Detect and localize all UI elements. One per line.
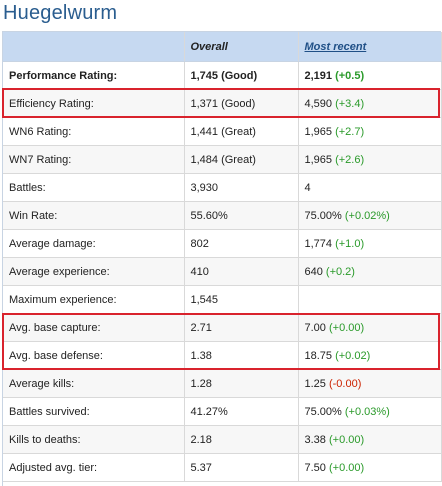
row-label: Average kills: — [3, 369, 185, 398]
table-row: WN6 Rating: 1,441 (Great) 1,965 (+2.7) — [3, 117, 442, 146]
row-overall-value: 41.27% — [184, 397, 299, 426]
row-recent-value: 7.50 — [304, 461, 326, 474]
row-overall-value: 1.28 — [184, 369, 299, 398]
row-recent-delta: (+0.00) — [328, 461, 365, 474]
row-recent-cell: 1,965 (+2.7) — [298, 117, 442, 146]
row-recent-delta: (+0.5) — [335, 69, 365, 82]
row-recent-cell: 1.25 (-0.00) — [298, 369, 442, 398]
row-recent-cell: 640 (+0.2) — [298, 257, 442, 286]
row-recent-value: 75.00% — [304, 209, 342, 222]
row-recent-delta: (+0.00) — [328, 321, 365, 334]
row-overall-value: 2.18 — [184, 425, 299, 454]
row-label: Kills to deaths: — [3, 425, 185, 454]
row-recent-delta: (+1.0) — [335, 237, 365, 250]
row-label: Adjusted avg. tier: — [3, 453, 185, 482]
row-recent-value: 640 — [304, 265, 323, 278]
row-recent-value: 4,590 — [304, 97, 333, 110]
header-most-recent[interactable]: Most recent — [298, 32, 442, 62]
row-recent-value: 4 — [304, 181, 311, 194]
table-row: Average damage: 802 1,774 (+1.0) — [3, 229, 442, 258]
row-recent-cell: 1,774 (+1.0) — [298, 229, 442, 258]
row-recent-value: 2,191 — [304, 69, 333, 82]
row-recent-cell: 7.50 (+0.00) — [298, 453, 442, 482]
table-row: WN7 Rating: 1,484 (Great) 1,965 (+2.6) — [3, 145, 442, 174]
table-row: Adjusted avg. tier: 5.37 7.50 (+0.00) — [3, 453, 442, 482]
table-row: Efficiency Rating: 1,371 (Good) 4,590 (+3.… — [3, 89, 442, 118]
row-label: Average experience: — [3, 257, 185, 286]
row-overall-value: 5.37 — [184, 453, 299, 482]
row-recent-value: 18.75 — [304, 349, 333, 362]
row-recent-delta: (+0.03%) — [344, 405, 390, 418]
row-overall-value: 1,545 — [184, 285, 299, 314]
header-overall: Overall — [184, 32, 299, 62]
row-overall-value: 2.71 — [184, 313, 299, 342]
row-overall-value: 1,484 (Great) — [184, 145, 299, 174]
row-recent-value: 1,965 — [304, 153, 333, 166]
page-title: Huegelwurm — [3, 2, 118, 24]
row-label: Avg. base capture: — [3, 313, 185, 342]
row-label: Performance Rating: — [3, 61, 185, 90]
row-overall-value: 1,745 (Good) — [184, 61, 299, 90]
table-row: Battles: 3,930 4 — [3, 173, 442, 202]
row-label: Win Rate: — [3, 201, 185, 230]
row-label: Average damage: — [3, 229, 185, 258]
stats-table: Overall Most recent Performance Rating: 1… — [3, 32, 442, 482]
row-recent-delta: (+0.00) — [328, 433, 365, 446]
row-recent-cell: 7.00 (+0.00) — [298, 313, 442, 342]
row-recent-delta: (+0.02) — [335, 349, 371, 362]
table-row: Avg. base defense: 1.38 18.75 (+0.02) — [3, 341, 442, 370]
row-overall-value: 1,371 (Good) — [184, 89, 299, 118]
row-label: Maximum experience: — [3, 285, 185, 314]
row-label: WN7 Rating: — [3, 145, 185, 174]
row-recent-value: 1,774 — [304, 237, 333, 250]
table-row: Maximum experience: 1,545 — [3, 285, 442, 314]
table-row: Average experience: 410 640 (+0.2) — [3, 257, 442, 286]
row-recent-delta: (+0.2) — [325, 265, 355, 278]
row-recent-value: 75.00% — [304, 405, 342, 418]
row-recent-delta: (+3.4) — [335, 97, 365, 110]
row-overall-value: 802 — [184, 229, 299, 258]
row-label: Avg. base defense: — [3, 341, 185, 370]
row-recent-value: 7.00 — [304, 321, 326, 334]
table-row: Avg. base capture: 2.71 7.00 (+0.00) — [3, 313, 442, 342]
row-overall-value: 1.38 — [184, 341, 299, 370]
row-recent-cell: 2,191 (+0.5) — [298, 61, 442, 90]
table-row: Kills to deaths: 2.18 3.38 (+0.00) — [3, 425, 442, 454]
table-row: Performance Rating: 1,745 (Good) 2,191 (+0… — [3, 61, 442, 90]
most-recent-link[interactable]: Most recent — [304, 40, 367, 53]
row-recent-cell: 1,965 (+2.6) — [298, 145, 442, 174]
row-recent-delta: (+2.7) — [335, 125, 365, 138]
table-row: Battles survived: 41.27% 75.00% (+0.03%) — [3, 397, 442, 426]
row-label: Battles: — [3, 173, 185, 202]
row-recent-cell: 75.00% (+0.03%) — [298, 397, 442, 426]
row-recent-delta: (+0.02%) — [344, 209, 390, 222]
row-recent-delta: (+2.6) — [335, 153, 365, 166]
row-overall-value: 55.60% — [184, 201, 299, 230]
row-overall-value: 3,930 — [184, 173, 299, 202]
row-label: Battles survived: — [3, 397, 185, 426]
row-recent-cell: 18.75 (+0.02) — [298, 341, 442, 370]
table-row: Win Rate: 55.60% 75.00% (+0.02%) — [3, 201, 442, 230]
row-recent-value: 1.25 — [304, 377, 326, 390]
table-row: Average kills: 1.28 1.25 (-0.00) — [3, 369, 442, 398]
row-recent-value: 3.38 — [304, 433, 326, 446]
stats-table-container: Overall Most recent Performance Rating: 1… — [2, 31, 442, 486]
row-recent-cell: 3.38 (+0.00) — [298, 425, 442, 454]
header-stat — [3, 32, 185, 62]
row-recent-cell: 75.00% (+0.02%) — [298, 201, 442, 230]
row-label: Efficiency Rating: — [3, 89, 185, 118]
row-recent-cell — [298, 285, 442, 314]
row-recent-cell: 4,590 (+3.4) — [298, 89, 442, 118]
row-label: WN6 Rating: — [3, 117, 185, 146]
row-recent-cell: 4 — [298, 173, 442, 202]
table-header-row: Overall Most recent — [3, 32, 442, 62]
row-recent-delta: (-0.00) — [328, 377, 362, 390]
row-recent-value: 1,965 — [304, 125, 333, 138]
row-overall-value: 1,441 (Great) — [184, 117, 299, 146]
table-body: Performance Rating: 1,745 (Good) 2,191 (+0… — [3, 61, 442, 482]
row-overall-value: 410 — [184, 257, 299, 286]
